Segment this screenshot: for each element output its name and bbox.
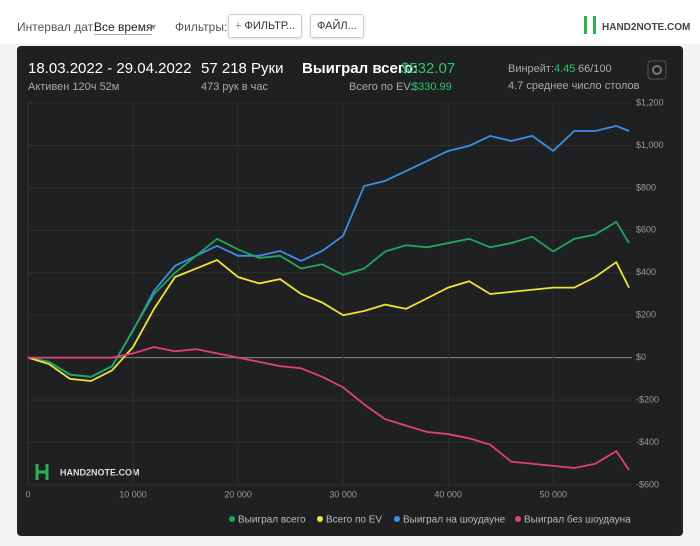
y-tick-label: $0: [636, 352, 646, 362]
x-tick-label: 10 000: [119, 489, 147, 499]
tables: 4.7 среднее число столов: [508, 80, 640, 92]
x-tick-label: 50 000: [539, 489, 567, 499]
y-tick-label: $1,200: [636, 97, 664, 107]
legend-marker: [317, 516, 323, 522]
won-value: $532.07: [401, 60, 455, 77]
filter-button[interactable]: + ФИЛЬТР...: [228, 14, 303, 38]
y-tick-label: -$600: [636, 479, 659, 489]
period: 18.03.2022 - 29.04.2022: [28, 60, 191, 77]
legend-marker: [394, 516, 400, 522]
file-button[interactable]: ФАЙЛ...: [310, 14, 364, 38]
legend-label: Выиграл на шоудауне: [403, 515, 506, 526]
filters-label: Фильтры:: [175, 20, 228, 34]
watermark: HAND2NOTE.COM: [60, 467, 140, 477]
logo: HAND2NOTE.COM: [602, 22, 691, 33]
x-tick-label: 40 000: [434, 489, 462, 499]
x-tick-label: 0: [25, 489, 30, 499]
winrate-label: Винрейт:: [508, 63, 554, 75]
hands: 57 218 Руки: [201, 60, 284, 77]
hands-per-hour: 473 рук в час: [201, 81, 269, 93]
active-time: Активен 120ч 52м: [28, 81, 119, 93]
x-tick-label: 30 000: [329, 489, 357, 499]
y-tick-label: $1,000: [636, 140, 664, 150]
y-tick-label: -$400: [636, 437, 659, 447]
legend-marker: [229, 516, 235, 522]
legend-label: Выиграл всего: [238, 515, 306, 526]
chart-panel: [17, 46, 683, 536]
filter-button-text: ФИЛЬТР...: [244, 20, 296, 32]
legend-marker: [515, 516, 521, 522]
winrate-sample: 66/100: [578, 63, 612, 75]
y-tick-label: $600: [636, 225, 656, 235]
series-line: [28, 346, 630, 471]
winrate-value: 4.45: [554, 63, 575, 75]
series-line: [27, 220, 630, 378]
watermark-icon: [35, 464, 49, 480]
legend-label: Выиграл без шоудауна: [524, 514, 631, 526]
plus-icon: +: [235, 20, 245, 32]
settings-button[interactable]: [647, 60, 667, 80]
y-tick-label: -$200: [636, 394, 659, 404]
ev-label: Всего по EV:: [349, 81, 413, 93]
x-tick-label: 20 000: [224, 489, 252, 499]
series-line: [27, 259, 630, 382]
dropdown-arrow: ▼: [149, 22, 158, 32]
series-line: [27, 124, 630, 378]
date-label: Интервал дат:: [17, 20, 97, 34]
ev-value: $330.99: [412, 81, 452, 93]
legend-label: Всего по EV: [326, 515, 382, 526]
y-tick-label: $200: [636, 310, 656, 320]
y-tick-label: $800: [636, 182, 656, 192]
won-label: Выиграл всего:: [302, 60, 418, 77]
toolbar: Интервал дат: Все время ▼ Фильтры: + ФИЛ…: [0, 0, 700, 44]
logo-icon: [584, 16, 596, 34]
settings-icon: [652, 65, 662, 75]
y-tick-label: $400: [636, 267, 656, 277]
date-select[interactable]: Все время: [94, 20, 153, 35]
